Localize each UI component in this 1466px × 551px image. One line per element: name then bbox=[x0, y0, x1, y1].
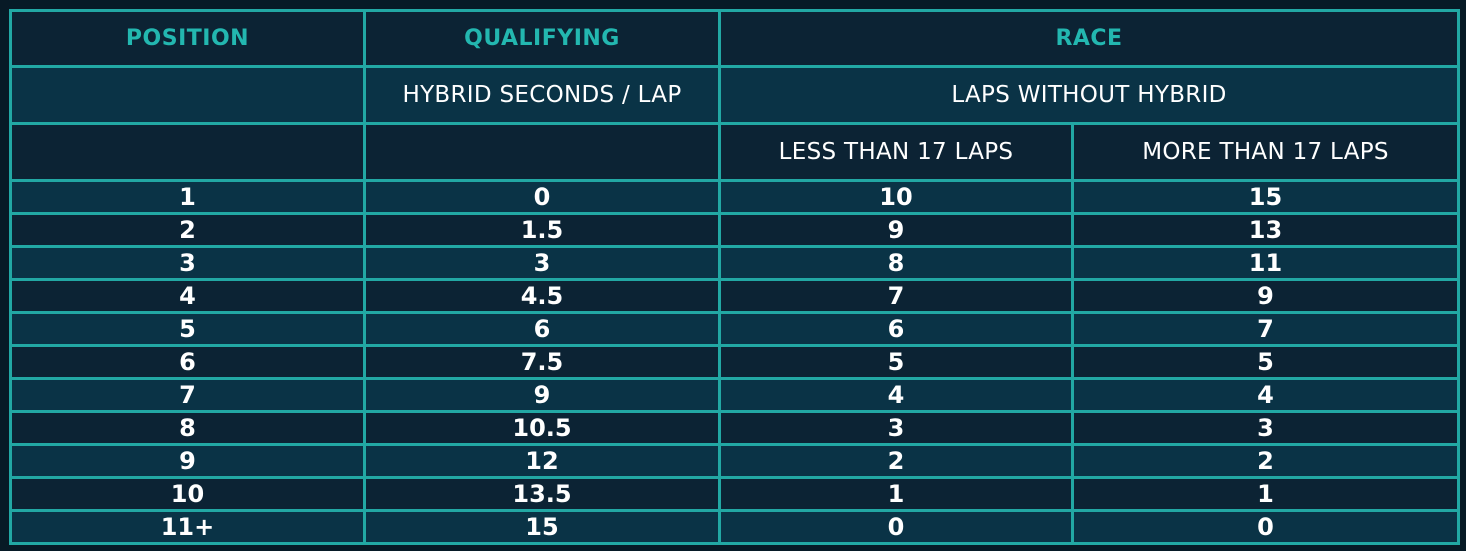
cell-less-than-17: 6 bbox=[718, 311, 1074, 347]
header-sub2-empty-2 bbox=[363, 122, 721, 182]
cell-qualifying: 12 bbox=[363, 443, 721, 479]
cell-less-than-17: 9 bbox=[718, 212, 1074, 248]
cell-less-than-17: 3 bbox=[718, 410, 1074, 446]
cell-qualifying: 6 bbox=[363, 311, 721, 347]
cell-qualifying: 10.5 bbox=[363, 410, 721, 446]
table-row: 4 4.5 7 9 bbox=[9, 278, 1461, 314]
cell-more-than-17: 5 bbox=[1070, 344, 1461, 380]
cell-less-than-17: 10 bbox=[718, 179, 1074, 215]
cell-less-than-17: 5 bbox=[718, 344, 1074, 380]
cell-less-than-17: 7 bbox=[718, 278, 1074, 314]
cell-qualifying: 15 bbox=[363, 509, 721, 545]
points-table-container: POSITION QUALIFYING RACE HYBRID SECONDS … bbox=[9, 9, 1461, 545]
header-less-than-17-laps: LESS THAN 17 LAPS bbox=[718, 122, 1074, 182]
cell-qualifying: 4.5 bbox=[363, 278, 721, 314]
cell-less-than-17: 1 bbox=[718, 476, 1074, 512]
cell-qualifying: 9 bbox=[363, 377, 721, 413]
cell-more-than-17: 9 bbox=[1070, 278, 1461, 314]
table-row: 3 3 8 11 bbox=[9, 245, 1461, 281]
cell-more-than-17: 11 bbox=[1070, 245, 1461, 281]
cell-position: 3 bbox=[9, 245, 366, 281]
table-row: 11+ 15 0 0 bbox=[9, 509, 1461, 545]
cell-position: 4 bbox=[9, 278, 366, 314]
header-row-sub: HYBRID SECONDS / LAP LAPS WITHOUT HYBRID bbox=[9, 65, 1461, 125]
header-hybrid-seconds-per-lap: HYBRID SECONDS / LAP bbox=[363, 65, 721, 125]
cell-less-than-17: 4 bbox=[718, 377, 1074, 413]
header-sub2-empty-1 bbox=[9, 122, 366, 182]
header-sub-empty bbox=[9, 65, 366, 125]
cell-position: 7 bbox=[9, 377, 366, 413]
cell-position: 11+ bbox=[9, 509, 366, 545]
cell-position: 1 bbox=[9, 179, 366, 215]
cell-position: 8 bbox=[9, 410, 366, 446]
table-row: 2 1.5 9 13 bbox=[9, 212, 1461, 248]
cell-more-than-17: 0 bbox=[1070, 509, 1461, 545]
cell-less-than-17: 2 bbox=[718, 443, 1074, 479]
cell-position: 9 bbox=[9, 443, 366, 479]
table-row: 1 0 10 15 bbox=[9, 179, 1461, 215]
cell-position: 5 bbox=[9, 311, 366, 347]
cell-more-than-17: 2 bbox=[1070, 443, 1461, 479]
cell-more-than-17: 13 bbox=[1070, 212, 1461, 248]
cell-more-than-17: 3 bbox=[1070, 410, 1461, 446]
cell-position: 2 bbox=[9, 212, 366, 248]
cell-qualifying: 7.5 bbox=[363, 344, 721, 380]
table-row: 6 7.5 5 5 bbox=[9, 344, 1461, 380]
cell-less-than-17: 0 bbox=[718, 509, 1074, 545]
header-race: RACE bbox=[717, 9, 1461, 68]
cell-more-than-17: 4 bbox=[1070, 377, 1461, 413]
cell-qualifying: 13.5 bbox=[363, 476, 721, 512]
cell-more-than-17: 7 bbox=[1070, 311, 1461, 347]
table-row: 10 13.5 1 1 bbox=[9, 476, 1461, 512]
cell-position: 6 bbox=[9, 344, 366, 380]
hybrid-points-table: POSITION QUALIFYING RACE HYBRID SECONDS … bbox=[9, 9, 1461, 545]
cell-more-than-17: 1 bbox=[1070, 476, 1461, 512]
header-row-main: POSITION QUALIFYING RACE bbox=[9, 9, 1461, 68]
table-row: 9 12 2 2 bbox=[9, 443, 1461, 479]
cell-less-than-17: 8 bbox=[718, 245, 1074, 281]
header-qualifying: QUALIFYING bbox=[363, 9, 721, 68]
header-position: POSITION bbox=[9, 9, 366, 68]
table-row: 8 10.5 3 3 bbox=[9, 410, 1461, 446]
header-row-sub2: LESS THAN 17 LAPS MORE THAN 17 LAPS bbox=[9, 122, 1461, 182]
header-laps-without-hybrid: LAPS WITHOUT HYBRID bbox=[717, 65, 1461, 125]
table-row: 7 9 4 4 bbox=[9, 377, 1461, 413]
cell-qualifying: 1.5 bbox=[363, 212, 721, 248]
cell-position: 10 bbox=[9, 476, 366, 512]
cell-more-than-17: 15 bbox=[1070, 179, 1461, 215]
header-more-than-17-laps: MORE THAN 17 LAPS bbox=[1070, 122, 1461, 182]
cell-qualifying: 0 bbox=[363, 179, 721, 215]
table-row: 5 6 6 7 bbox=[9, 311, 1461, 347]
cell-qualifying: 3 bbox=[363, 245, 721, 281]
